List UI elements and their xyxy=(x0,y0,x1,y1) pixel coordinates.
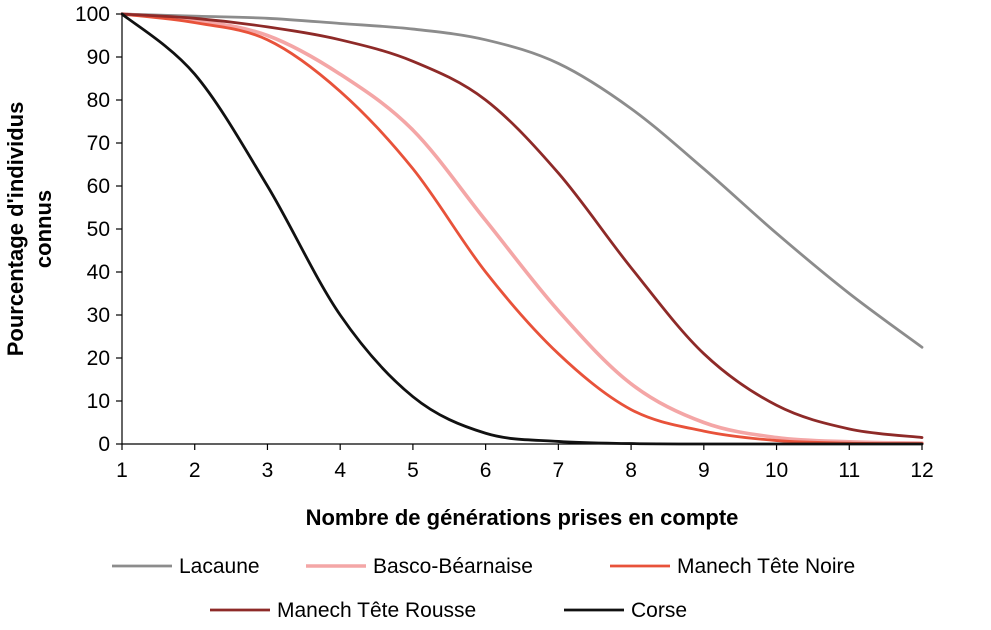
y-tick-label: 10 xyxy=(87,390,110,413)
series-lines xyxy=(120,12,924,446)
y-tick-label: 30 xyxy=(87,304,110,327)
y-tick-label: 40 xyxy=(87,261,110,284)
legend-label-corse: Corse xyxy=(631,599,687,622)
y-tick-label: 80 xyxy=(87,89,110,112)
y-tick-label: 70 xyxy=(87,132,110,155)
x-tick-label: 12 xyxy=(910,459,933,482)
x-tick-label: 1 xyxy=(116,459,128,482)
y-axis-title-line1: Pourcentage d'individus xyxy=(3,102,28,357)
x-tick-label: 3 xyxy=(262,459,274,482)
x-tick-label: 11 xyxy=(838,459,860,482)
x-tick-label: 6 xyxy=(480,459,492,482)
x-ticks: 1 2 3 4 5 6 7 8 9 10 11 12 xyxy=(116,444,934,482)
legend-label-manech-tete-noire: Manech Tête Noire xyxy=(677,555,855,578)
y-axis-title-line2: connus xyxy=(31,190,56,268)
y-tick-label: 20 xyxy=(87,347,110,370)
x-tick-label: 9 xyxy=(698,459,710,482)
y-tick-label: 0 xyxy=(98,433,110,456)
series-line-manech-tete-rousse xyxy=(120,12,924,439)
y-tick-label: 90 xyxy=(87,46,110,69)
series-line-corse xyxy=(120,12,924,446)
x-axis-title: Nombre de générations prises en compte xyxy=(306,505,739,530)
series-line-lacaune xyxy=(120,12,924,349)
legend-label-lacaune: Lacaune xyxy=(179,555,260,578)
legend: Lacaune Basco-Béarnaise Manech Tête Noire M… xyxy=(112,555,855,622)
legend-label-basco-bearnaise: Basco-Béarnaise xyxy=(373,555,533,578)
y-tick-label: 60 xyxy=(87,175,110,198)
series-line-basco-bearnaise xyxy=(120,12,924,445)
x-tick-label: 10 xyxy=(765,459,788,482)
y-tick-label: 50 xyxy=(87,218,110,241)
x-tick-label: 2 xyxy=(189,459,201,482)
legend-label-manech-tete-rousse: Manech Tête Rousse xyxy=(277,599,476,622)
series-line-manech-tete-noire xyxy=(120,12,924,445)
y-ticks: 0 10 20 30 40 50 60 70 80 90 100 xyxy=(75,3,122,456)
y-tick-label: 100 xyxy=(75,3,110,26)
x-tick-label: 4 xyxy=(334,459,346,482)
x-tick-label: 8 xyxy=(625,459,637,482)
x-tick-label: 5 xyxy=(407,459,419,482)
x-tick-label: 7 xyxy=(553,459,565,482)
axes xyxy=(121,14,922,445)
